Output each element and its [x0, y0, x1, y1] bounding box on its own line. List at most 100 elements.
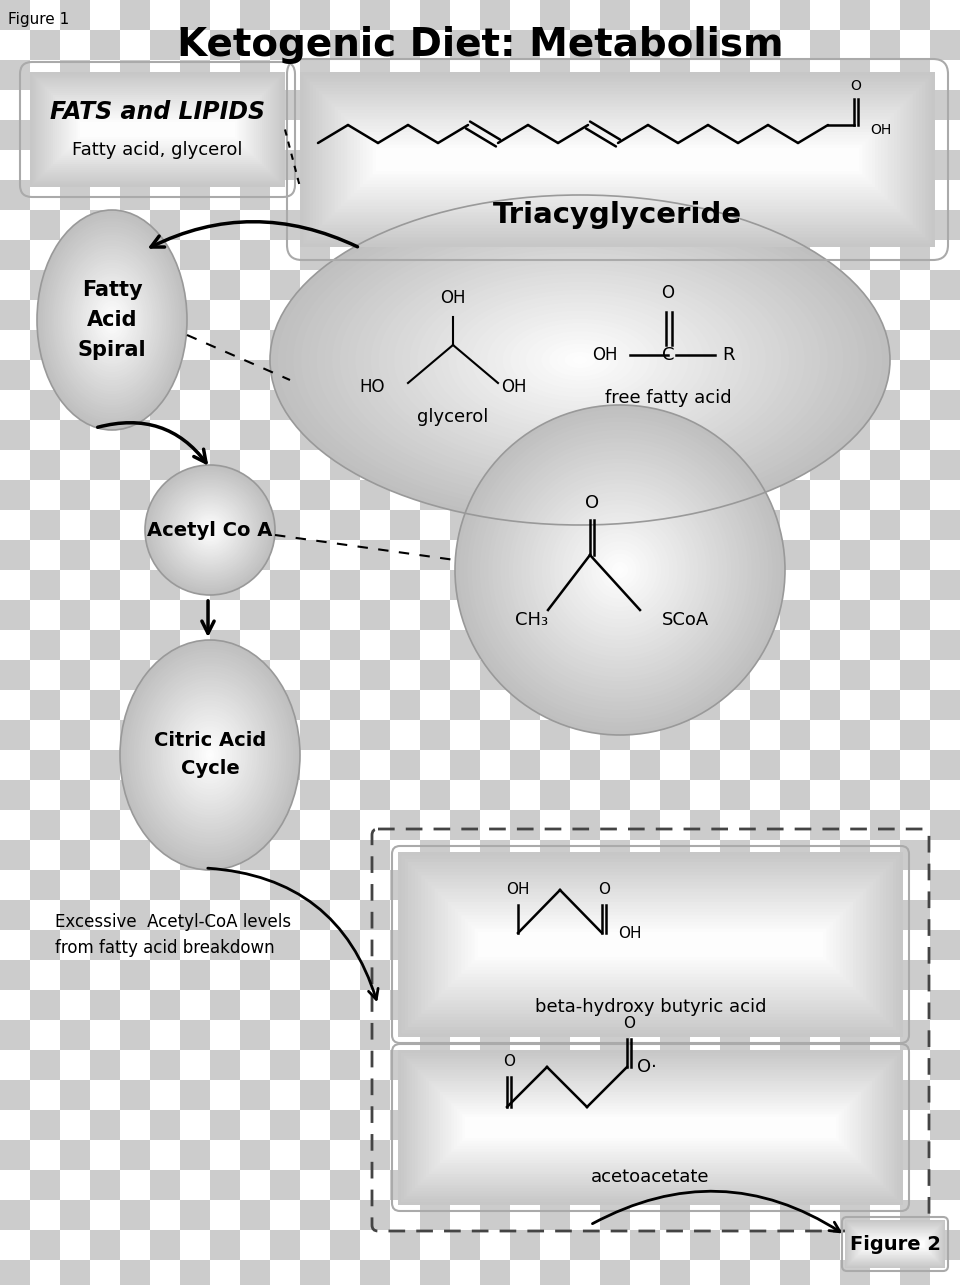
- Bar: [360, 180, 390, 209]
- Bar: [600, 720, 630, 750]
- Bar: [600, 810, 630, 840]
- Bar: [600, 1110, 630, 1140]
- Bar: [660, 270, 690, 299]
- Bar: [300, 209, 330, 240]
- Bar: [360, 720, 390, 750]
- Bar: [120, 1020, 150, 1050]
- Bar: [330, 30, 360, 60]
- Bar: [660, 30, 690, 60]
- Bar: [780, 660, 810, 690]
- Bar: [900, 270, 930, 299]
- Bar: [300, 391, 330, 420]
- Bar: [480, 330, 510, 360]
- Bar: [630, 420, 660, 450]
- Ellipse shape: [332, 227, 828, 492]
- Bar: [750, 510, 780, 540]
- Ellipse shape: [85, 281, 138, 359]
- Ellipse shape: [206, 527, 213, 533]
- Bar: [90, 1020, 120, 1050]
- Bar: [180, 330, 210, 360]
- Bar: [210, 450, 240, 481]
- Bar: [120, 510, 150, 540]
- Bar: [420, 1110, 450, 1140]
- Ellipse shape: [564, 352, 595, 369]
- FancyBboxPatch shape: [474, 929, 827, 960]
- Bar: [810, 930, 840, 960]
- Bar: [360, 60, 390, 90]
- Bar: [210, 600, 240, 630]
- Bar: [660, 1230, 690, 1261]
- Bar: [360, 1171, 390, 1200]
- Bar: [450, 120, 480, 150]
- Bar: [870, 1140, 900, 1171]
- Bar: [510, 1261, 540, 1285]
- Ellipse shape: [448, 290, 711, 430]
- FancyBboxPatch shape: [860, 1235, 930, 1253]
- Bar: [90, 270, 120, 299]
- Bar: [360, 1110, 390, 1140]
- Bar: [630, 150, 660, 180]
- Bar: [510, 540, 540, 571]
- Bar: [0, 90, 30, 120]
- Bar: [510, 360, 540, 391]
- Ellipse shape: [194, 735, 226, 775]
- Bar: [870, 481, 900, 510]
- Bar: [870, 299, 900, 330]
- Bar: [570, 870, 600, 899]
- Bar: [300, 450, 330, 481]
- Bar: [630, 60, 660, 90]
- Bar: [0, 240, 30, 270]
- Bar: [540, 240, 570, 270]
- Bar: [210, 720, 240, 750]
- Bar: [390, 150, 420, 180]
- Bar: [930, 450, 960, 481]
- Bar: [600, 1020, 630, 1050]
- Ellipse shape: [492, 442, 748, 698]
- Bar: [720, 630, 750, 660]
- Bar: [210, 391, 240, 420]
- Bar: [210, 420, 240, 450]
- Bar: [690, 481, 720, 510]
- Bar: [630, 1110, 660, 1140]
- Bar: [120, 1140, 150, 1171]
- Ellipse shape: [371, 248, 789, 472]
- Bar: [870, 1079, 900, 1110]
- FancyBboxPatch shape: [846, 1221, 944, 1267]
- Bar: [270, 930, 300, 960]
- Bar: [750, 420, 780, 450]
- Bar: [720, 1200, 750, 1230]
- Bar: [210, 330, 240, 360]
- Bar: [420, 240, 450, 270]
- Bar: [330, 240, 360, 270]
- Bar: [480, 960, 510, 989]
- Bar: [450, 960, 480, 989]
- Bar: [300, 481, 330, 510]
- FancyBboxPatch shape: [363, 135, 872, 184]
- Bar: [0, 660, 30, 690]
- Bar: [510, 1079, 540, 1110]
- Bar: [120, 420, 150, 450]
- Bar: [360, 120, 390, 150]
- Bar: [810, 810, 840, 840]
- Bar: [900, 209, 930, 240]
- Bar: [570, 600, 600, 630]
- FancyBboxPatch shape: [309, 81, 925, 238]
- Bar: [90, 780, 120, 810]
- Bar: [480, 690, 510, 720]
- Bar: [630, 1200, 660, 1230]
- FancyBboxPatch shape: [429, 1081, 873, 1174]
- Bar: [300, 330, 330, 360]
- Bar: [480, 270, 510, 299]
- Bar: [300, 1200, 330, 1230]
- Bar: [840, 1110, 870, 1140]
- Bar: [510, 90, 540, 120]
- FancyBboxPatch shape: [341, 113, 894, 206]
- Bar: [60, 1230, 90, 1261]
- Bar: [390, 780, 420, 810]
- Bar: [630, 510, 660, 540]
- Ellipse shape: [156, 686, 264, 824]
- Bar: [270, 450, 300, 481]
- Ellipse shape: [178, 497, 243, 563]
- Bar: [60, 540, 90, 571]
- Bar: [870, 540, 900, 571]
